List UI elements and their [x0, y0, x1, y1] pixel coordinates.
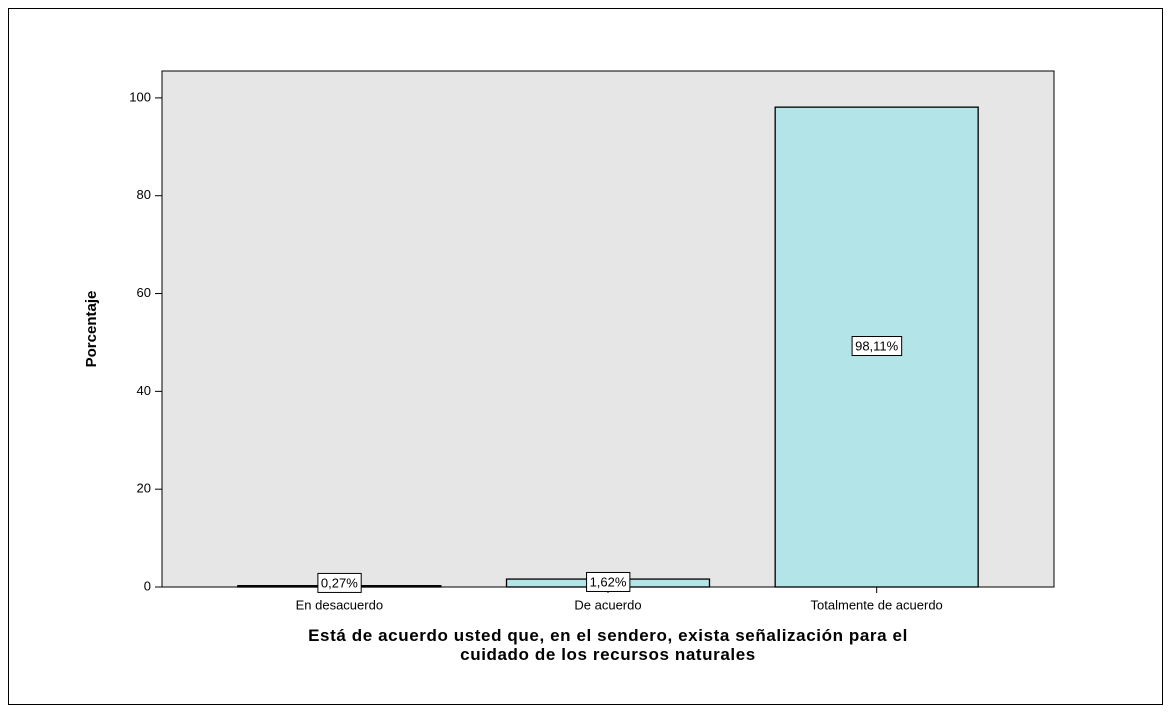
x-tick-label: De acuerdo: [574, 597, 641, 612]
y-tick-label: 0: [144, 578, 151, 593]
value-label-box: [317, 572, 362, 593]
value-label: 98,11%: [855, 339, 899, 354]
value-label-box: [851, 336, 903, 357]
y-tick-label: 80: [137, 187, 151, 202]
y-tick-label: 40: [137, 383, 151, 398]
y-tick-label: 60: [137, 285, 151, 300]
value-label-box: [586, 571, 631, 592]
y-axis-label: Porcentaje: [83, 291, 100, 368]
y-tick-label: 20: [137, 481, 151, 496]
x-tick-label: En desacuerdo: [296, 597, 383, 612]
value-label: 1,62%: [590, 574, 627, 589]
value-label: 0,27%: [321, 575, 358, 590]
y-tick-label: 100: [129, 89, 151, 104]
x-tick-label: Totalmente de acuerdo: [811, 597, 943, 612]
x-axis-label: Está de acuerdo usted que, en el sendero…: [308, 626, 908, 664]
